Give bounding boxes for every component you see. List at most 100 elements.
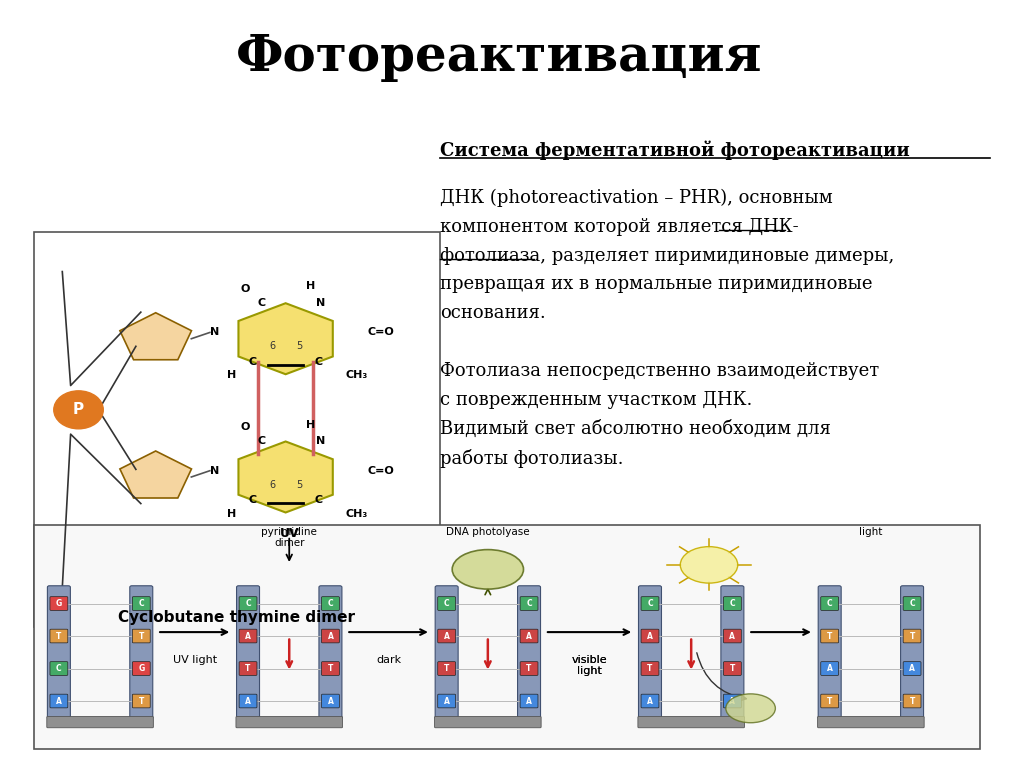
Text: A: A xyxy=(909,664,915,673)
Text: T: T xyxy=(328,664,333,673)
Text: A: A xyxy=(443,697,450,706)
FancyBboxPatch shape xyxy=(47,586,71,719)
FancyBboxPatch shape xyxy=(132,629,151,643)
Polygon shape xyxy=(120,451,191,498)
Text: pyrimidine
dimer: pyrimidine dimer xyxy=(261,527,317,548)
Text: T: T xyxy=(138,631,144,641)
FancyBboxPatch shape xyxy=(50,629,68,643)
Text: 5: 5 xyxy=(296,479,302,489)
Text: A: A xyxy=(443,631,450,641)
FancyBboxPatch shape xyxy=(318,586,342,719)
FancyBboxPatch shape xyxy=(724,694,741,708)
Text: T: T xyxy=(647,664,652,673)
Text: T: T xyxy=(138,697,144,706)
FancyBboxPatch shape xyxy=(34,232,440,627)
FancyBboxPatch shape xyxy=(900,586,924,719)
Circle shape xyxy=(54,391,103,429)
Text: A: A xyxy=(526,631,532,641)
Ellipse shape xyxy=(453,550,523,589)
FancyBboxPatch shape xyxy=(903,662,921,675)
Text: Видимый свет абсолютно необходим для: Видимый свет абсолютно необходим для xyxy=(440,419,830,438)
Ellipse shape xyxy=(680,547,737,583)
FancyBboxPatch shape xyxy=(520,694,538,708)
Text: A: A xyxy=(328,631,334,641)
FancyBboxPatch shape xyxy=(50,597,68,611)
Text: работы фотолиазы.: работы фотолиазы. xyxy=(440,449,624,468)
Text: C: C xyxy=(56,664,61,673)
Text: 6: 6 xyxy=(269,341,275,351)
FancyBboxPatch shape xyxy=(903,597,921,611)
Polygon shape xyxy=(120,313,191,359)
Text: компонентом которой является ДНК-: компонентом которой является ДНК- xyxy=(440,217,799,236)
Text: N: N xyxy=(210,327,219,337)
Text: A: A xyxy=(647,697,653,706)
Text: ДНК (photoreactivation – PHR), основным: ДНК (photoreactivation – PHR), основным xyxy=(440,189,833,207)
Text: C: C xyxy=(526,599,531,608)
FancyBboxPatch shape xyxy=(237,586,259,719)
Text: Cyclobutane thymine dimer: Cyclobutane thymine dimer xyxy=(119,611,355,625)
Text: A: A xyxy=(56,697,61,706)
Text: C: C xyxy=(257,298,265,308)
Text: C: C xyxy=(138,599,144,608)
Text: A: A xyxy=(245,631,251,641)
FancyBboxPatch shape xyxy=(821,629,839,643)
FancyBboxPatch shape xyxy=(641,662,658,675)
Text: A: A xyxy=(328,697,334,706)
Text: T: T xyxy=(526,664,531,673)
FancyBboxPatch shape xyxy=(322,629,339,643)
Text: dark: dark xyxy=(376,654,401,664)
FancyBboxPatch shape xyxy=(641,629,658,643)
Text: T: T xyxy=(909,697,914,706)
FancyBboxPatch shape xyxy=(821,662,839,675)
Text: N: N xyxy=(210,465,219,475)
Text: DNA photolyase: DNA photolyase xyxy=(446,527,529,537)
Text: C: C xyxy=(314,356,323,366)
FancyBboxPatch shape xyxy=(437,694,456,708)
FancyBboxPatch shape xyxy=(437,629,456,643)
Text: N: N xyxy=(316,298,326,308)
Text: C: C xyxy=(249,356,257,366)
Text: A: A xyxy=(729,631,735,641)
FancyBboxPatch shape xyxy=(641,597,658,611)
FancyBboxPatch shape xyxy=(50,694,68,708)
Text: UV: UV xyxy=(280,527,299,540)
Text: G: G xyxy=(55,599,62,608)
FancyBboxPatch shape xyxy=(724,662,741,675)
Text: C: C xyxy=(826,599,833,608)
Text: O: O xyxy=(240,422,250,432)
Text: O: O xyxy=(240,283,250,293)
Text: C=O: C=O xyxy=(368,465,394,475)
Text: CH₃: CH₃ xyxy=(345,370,368,380)
Text: Фотореактивация: Фотореактивация xyxy=(237,33,763,82)
FancyBboxPatch shape xyxy=(434,717,541,728)
FancyBboxPatch shape xyxy=(130,586,153,719)
Text: C: C xyxy=(314,495,323,505)
Text: light: light xyxy=(859,527,883,537)
Text: C: C xyxy=(249,495,257,505)
FancyBboxPatch shape xyxy=(721,586,743,719)
Text: T: T xyxy=(246,664,251,673)
FancyBboxPatch shape xyxy=(240,629,257,643)
Text: H: H xyxy=(226,508,236,518)
Text: C=O: C=O xyxy=(368,327,394,337)
FancyBboxPatch shape xyxy=(641,694,658,708)
Text: C: C xyxy=(245,599,251,608)
FancyBboxPatch shape xyxy=(903,694,921,708)
FancyBboxPatch shape xyxy=(132,597,151,611)
Text: H: H xyxy=(305,420,314,430)
FancyBboxPatch shape xyxy=(240,694,257,708)
FancyBboxPatch shape xyxy=(322,597,339,611)
FancyBboxPatch shape xyxy=(437,662,456,675)
Text: Система ферментативной фотореактивации: Система ферментативной фотореактивации xyxy=(440,141,909,161)
Text: C: C xyxy=(729,599,735,608)
Text: 5: 5 xyxy=(296,341,302,351)
Text: CH₃: CH₃ xyxy=(345,508,368,518)
Text: P: P xyxy=(73,402,84,417)
Ellipse shape xyxy=(726,694,775,723)
Text: превращая их в нормальные пиримидиновые: превращая их в нормальные пиримидиновые xyxy=(440,276,872,293)
FancyBboxPatch shape xyxy=(639,586,662,719)
FancyBboxPatch shape xyxy=(817,717,925,728)
FancyBboxPatch shape xyxy=(520,662,538,675)
FancyBboxPatch shape xyxy=(437,597,456,611)
Text: Фотолиаза непосредственно взаимодействует: Фотолиаза непосредственно взаимодействуе… xyxy=(440,362,879,380)
